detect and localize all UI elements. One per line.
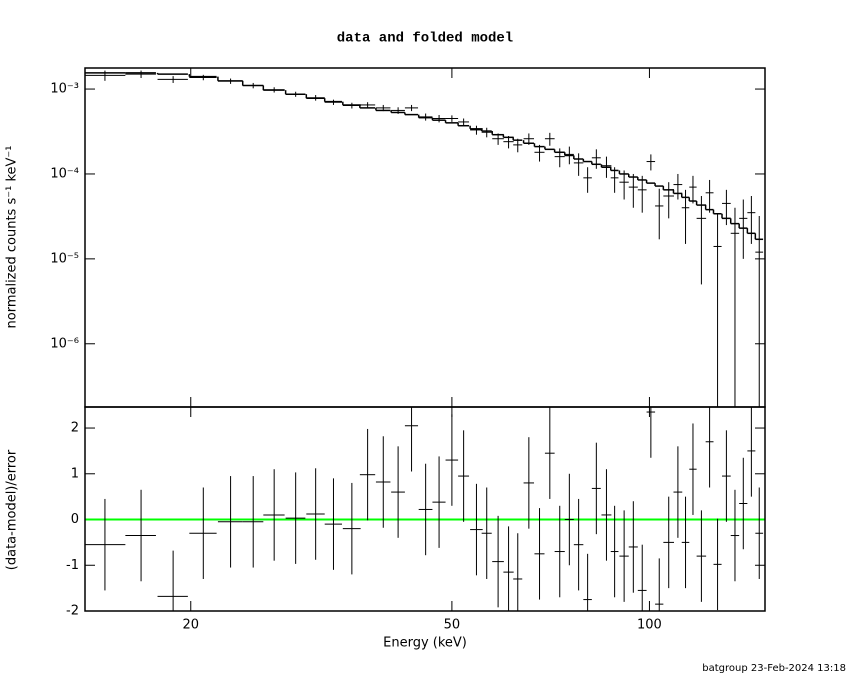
y-tick-label: 10⁻⁵ <box>50 251 79 266</box>
plot-content <box>85 407 765 611</box>
x-tick-label: 20 <box>182 618 199 633</box>
panel: 10⁻³ 10⁻⁴ 10⁻⁵ 10⁻⁶ <box>50 68 765 407</box>
x-tick-label: 50 <box>444 618 461 633</box>
y-tick-label: -1 <box>66 558 79 573</box>
frame <box>84 406 766 612</box>
y-tick-label: 10⁻³ <box>50 82 79 97</box>
panel: 20 50 100 -2 -1 0 1 2 <box>66 407 765 633</box>
footer: batgroup 23-Feb-2024 13:18 <box>702 663 846 674</box>
y-tick-label: 10⁻⁴ <box>50 166 79 181</box>
y-tick-label: 1 <box>71 466 79 481</box>
y-tick-label: 0 <box>71 512 79 527</box>
plot-area: 10⁻³ 10⁻⁴ 10⁻⁵ 10⁻⁶ 20 50 100 -2 -1 0 1 2 <box>50 68 765 633</box>
chart-title: data and folded model <box>337 31 513 47</box>
x-tick-label: 100 <box>637 618 662 633</box>
y-tick-label: -2 <box>66 604 79 619</box>
plot-content <box>85 70 764 407</box>
frame <box>84 67 766 408</box>
x-axis-label: Energy (keV) <box>383 636 467 651</box>
y-axis-label: (data-model)/error <box>5 449 20 570</box>
y-tick-label: 10⁻⁶ <box>50 336 79 351</box>
y-tick-label: 2 <box>71 421 79 436</box>
y-axis-label: normalized counts s⁻¹ keV⁻¹ <box>5 146 20 329</box>
